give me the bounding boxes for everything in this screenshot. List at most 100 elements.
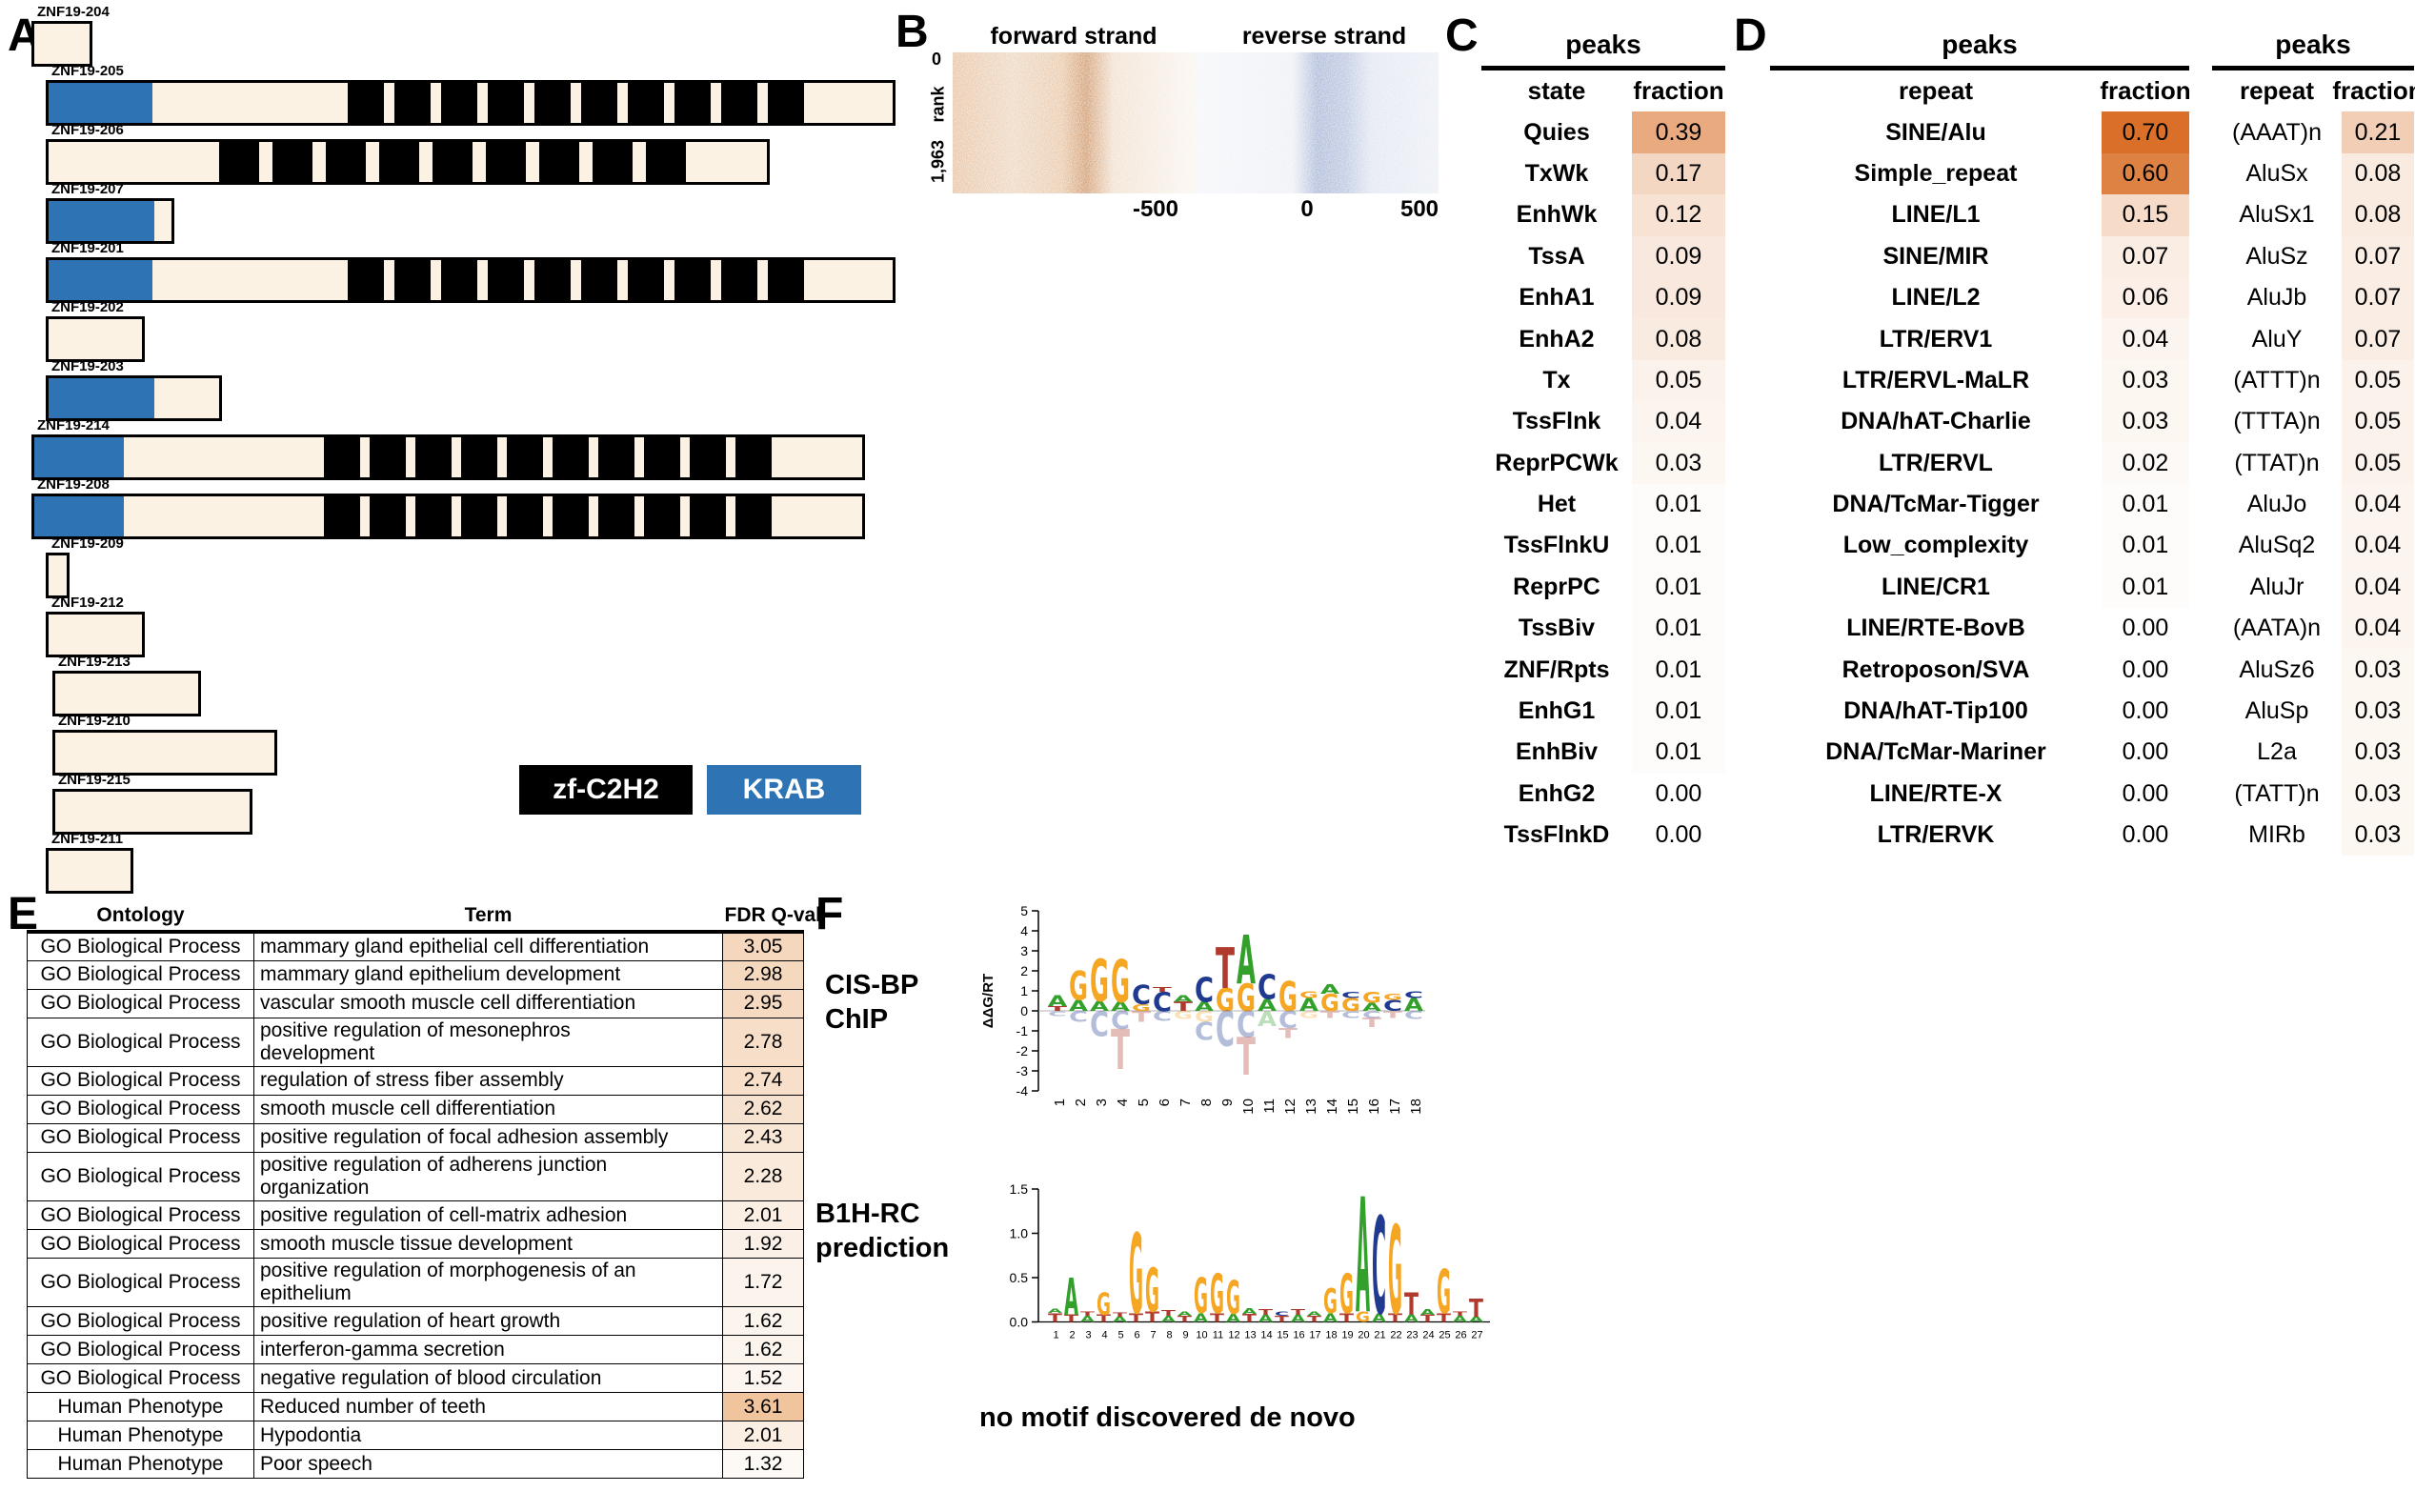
logo-letter-T: T [1111,1019,1130,1083]
logo-letter-glyph: A [1111,999,1130,1014]
axis-tick-label: 22 [1390,1330,1401,1341]
logo-letter-T: T [1362,1016,1382,1030]
row-name: TssFlnk [1512,408,1601,435]
enrichment-row: GO Biological Process smooth muscle tissu… [27,1229,804,1260]
logo-letter-T: T [1064,1314,1078,1325]
term-text: regulation of stress fiber assembly [260,1069,564,1092]
term-text: mammary gland epithelium development [260,963,621,985]
axis-tick-label: 8 [1198,1099,1215,1106]
row-name: EnhG2 [1518,779,1596,807]
logo-letter-glyph: C [1275,1310,1289,1318]
row-name: DNA/hAT-Charlie [1841,408,2031,435]
enrichment-row: Human Phenotype Reduced number of teeth 3.… [27,1392,804,1422]
logo-letter-glyph: A [1291,1314,1305,1325]
zf-c2h2-domain [415,496,452,536]
enrichment-row: GO Biological Process positive regulation… [27,1258,804,1308]
isoform-label: ZNF19-214 [37,417,110,433]
row-name: AluJr [2249,573,2304,600]
axis-tick-label: 13 [1244,1330,1256,1341]
enrichment-table: Ontology Term FDR Q-val GO Biological Proce… [27,901,821,1480]
logo-letter-glyph: A [1323,1312,1338,1326]
term-cell: positive regulation of adherens junction… [253,1151,723,1202]
axis-tick-label: 16 [1366,1099,1382,1115]
axis-tick-label: 24 [1422,1330,1434,1341]
enrichment-row: Human Phenotype Poor speech 1.32 [27,1449,804,1480]
logo-letter-A: A [1090,999,1110,1016]
logo-letter-C: C [1258,967,1277,1007]
logo-letter-A: A [1323,1312,1338,1326]
axis-tick-label: 3 [1085,1330,1091,1341]
ontology-cell: GO Biological Process [27,1017,254,1067]
ontology-cell: Human Phenotype [27,1449,254,1480]
isoform-ZNF19-203: ZNF19-203 [46,358,222,421]
zf-c2h2-domain [272,142,312,182]
logo-letter-C: C [1383,998,1402,1015]
logo-letter-A: A [1194,1312,1208,1326]
isoform-ZNF19-214: ZNF19-214 [31,417,865,480]
row-name: EnhA1 [1519,284,1595,312]
logo-letter-G: G [1097,1287,1111,1322]
peaks-title: peaks [2212,29,2414,71]
row-name: (TATT)n [2234,779,2320,807]
term-text: mammary gland epithelial cell differenti… [260,935,650,958]
isoform-ZNF19-206: ZNF19-206 [46,122,770,185]
logo-letter-glyph: T [1258,1308,1275,1317]
enrichment-header-2: FDR Q-val [722,901,821,934]
row-fraction: 0.01 [2102,525,2189,567]
peaks-title: peaks [1481,29,1725,71]
term-text: Hypodontia [260,1423,362,1446]
term-cell: mammary gland epithelium development [253,959,723,990]
axis-tick-label: 11 [1213,1330,1223,1341]
axis-tick-label: 0 [1020,1003,1028,1018]
logo-letter-G: G [1145,1255,1159,1325]
logo-letter-glyph: A [1299,995,1318,1016]
row-name: AluJo [2246,491,2307,518]
zf-c2h2-domain [326,142,366,182]
row-name: DNA/TcMar-Mariner [1825,738,2046,766]
ontology-cell: GO Biological Process [27,1229,254,1260]
zf-c2h2-domain [646,142,686,182]
axis-tick-label: -4 [1016,1083,1029,1099]
axis-tick-label: 6 [1157,1099,1173,1106]
enrichment-row: GO Biological Process mammary gland epith… [27,959,804,990]
isoform-label: ZNF19-213 [58,654,131,670]
logo-letter-glyph: G [1323,1283,1338,1321]
logo-letter-glyph: A [1069,998,1088,1015]
row-name: LINE/L1 [1891,201,1981,229]
row-fraction: 0.08 [2342,194,2414,236]
isoform-label: ZNF19-206 [51,122,124,138]
logo-letter-glyph: T [1275,1315,1290,1324]
axis-tick-label: 2 [1073,1099,1089,1106]
row-name: AluJb [2246,284,2307,312]
zf-c2h2-domain [581,83,617,123]
term-cell: vascular smooth muscle cell differentiat… [253,988,723,1018]
qval-cell: 1.52 [722,1363,804,1394]
chromatin-state-table: peaks state fraction Quies 0.39 TxWk 0.17 EnhWk… [1481,29,1725,857]
row-fraction: 0.05 [1632,359,1725,402]
term-text: vascular smooth muscle cell differentiat… [260,992,636,1014]
logo-letter-glyph: A [1320,982,1339,997]
logo-letter-C: C [1090,1004,1109,1044]
row-name: MIRb [2248,821,2305,849]
axis-tick-label: 12 [1282,1099,1298,1115]
row-name: AluSx1 [2239,201,2315,229]
logo-letter-glyph: A [1404,995,1423,1016]
axis-tick-label: 16 [1293,1330,1304,1341]
term-text: positive regulation of cell-matrix adhes… [260,1203,628,1226]
logo-letter-A: A [1113,1315,1128,1323]
zf-c2h2-domain [690,496,726,536]
logo-letter-glyph: C [1383,998,1402,1015]
axis-tick-label: 5 [1136,1099,1152,1106]
row-fraction: 0.04 [2342,608,2414,650]
row-name: LINE/CR1 [1882,573,1990,600]
logo-letter-C: C [1153,987,1172,1018]
qval-cell: 3.61 [722,1392,804,1422]
term-text: smooth muscle tissue development [260,1232,573,1255]
enrichment-row: GO Biological Process mammary gland epith… [27,931,804,961]
logo-letter-G: G [1356,1308,1370,1325]
logo-letter-glyph: G [1111,947,1130,1017]
strand-heatmap [953,52,1439,193]
row-name: AluSp [2244,697,2309,725]
krab-domain [49,260,152,300]
logo-letter-glyph: G [1320,990,1339,1017]
